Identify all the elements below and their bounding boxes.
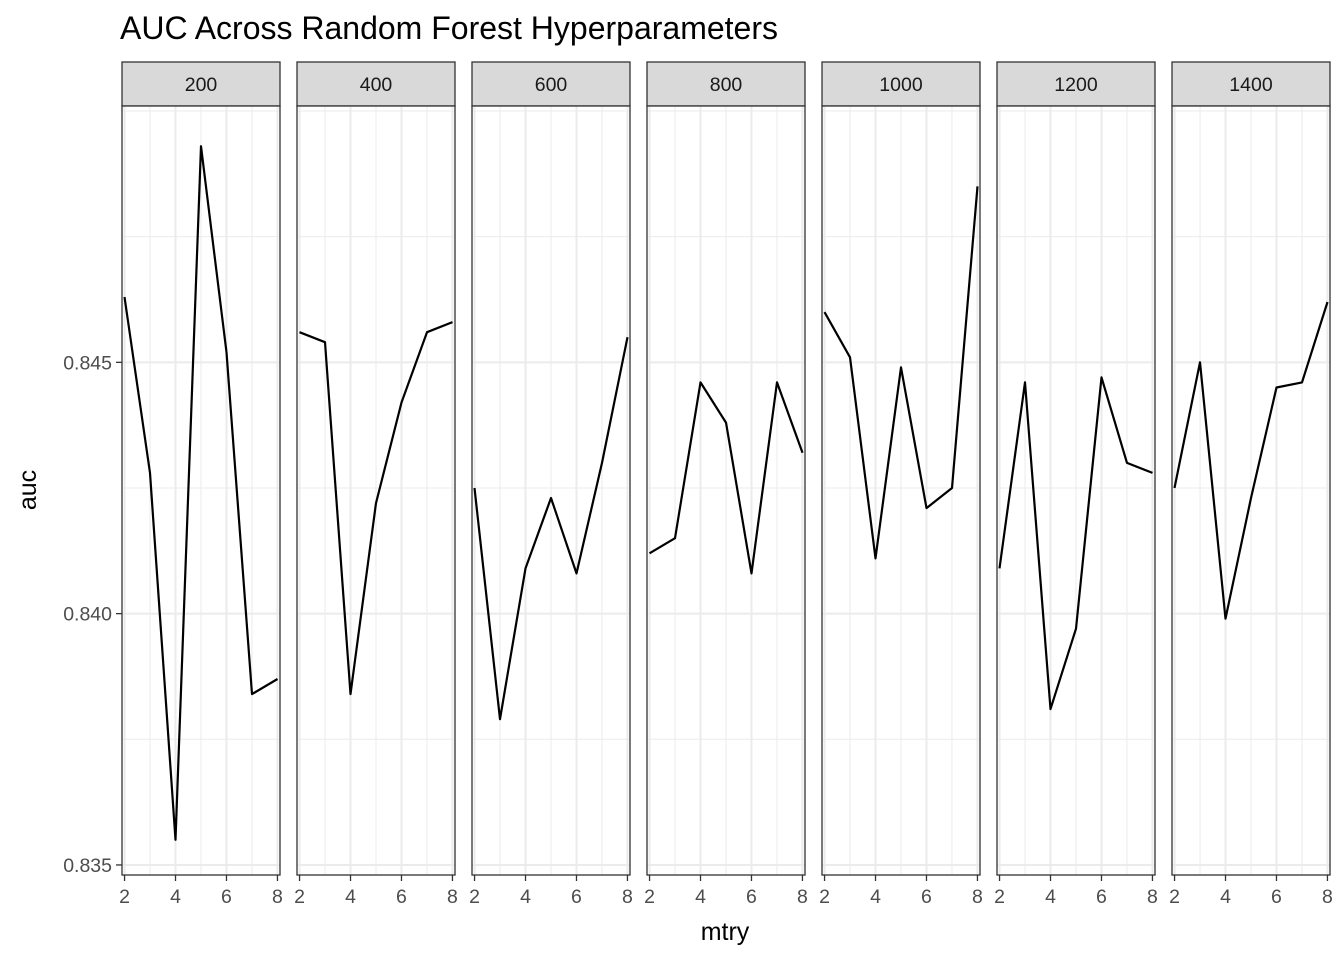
facet-strip bbox=[471, 61, 631, 107]
facet-strip bbox=[821, 61, 981, 107]
x-tick-label: 8 bbox=[1147, 886, 1158, 908]
facet-strip-label: 400 bbox=[360, 74, 393, 96]
chart-title: AUC Across Random Forest Hyperparameters bbox=[120, 10, 778, 46]
panel-border bbox=[996, 105, 1156, 876]
y-tick-label: 0.840 bbox=[63, 604, 112, 626]
x-tick-label: 2 bbox=[994, 886, 1005, 908]
x-tick-label: 6 bbox=[396, 886, 407, 908]
panel-border bbox=[296, 105, 456, 876]
panel-border bbox=[121, 105, 281, 876]
facet-strip-label: 800 bbox=[710, 74, 743, 96]
panel-border bbox=[471, 105, 631, 876]
series-line-200 bbox=[123, 145, 279, 841]
x-tick-label: 2 bbox=[294, 886, 305, 908]
series-line-800 bbox=[648, 381, 804, 575]
x-tick-label: 8 bbox=[1322, 886, 1333, 908]
facet-strip bbox=[296, 61, 456, 107]
x-tick-label: 6 bbox=[921, 886, 932, 908]
facet-panel-800: 800 2 4 6 8 bbox=[644, 61, 808, 908]
y-axis: 0.835 0.840 0.845 bbox=[63, 352, 122, 877]
x-tick-label: 2 bbox=[644, 886, 655, 908]
x-tick-label: 6 bbox=[221, 886, 232, 908]
facet-strip-label: 1200 bbox=[1054, 74, 1098, 96]
panel-border bbox=[821, 105, 981, 876]
facet-strip bbox=[646, 61, 806, 107]
x-tick-label: 4 bbox=[695, 886, 706, 908]
series-line-1000 bbox=[823, 186, 979, 560]
series-line-400 bbox=[299, 321, 453, 696]
x-tick-label: 6 bbox=[571, 886, 582, 908]
x-tick-label: 4 bbox=[345, 886, 356, 908]
facet-panel-1200: 1200 2 4 6 8 bbox=[994, 61, 1158, 908]
panel-border bbox=[1171, 105, 1331, 876]
facet-strip-label: 1000 bbox=[879, 74, 923, 96]
x-tick-label: 6 bbox=[746, 886, 757, 908]
facet-strip-label: 600 bbox=[535, 74, 568, 96]
x-tick-label: 6 bbox=[1271, 886, 1282, 908]
x-tick-label: 8 bbox=[272, 886, 283, 908]
x-tick-label: 4 bbox=[170, 886, 181, 908]
y-tick-label: 0.835 bbox=[63, 855, 112, 877]
series-line-1200 bbox=[998, 376, 1153, 711]
facet-panel-1000: 1000 2 4 6 8 bbox=[819, 61, 983, 908]
facet-strip bbox=[1171, 61, 1331, 107]
x-tick-label: 2 bbox=[1169, 886, 1180, 908]
x-tick-label: 6 bbox=[1096, 886, 1107, 908]
x-tick-label: 8 bbox=[622, 886, 633, 908]
facet-strip bbox=[996, 61, 1156, 107]
facet-panel-600: 600 2 4 6 8 bbox=[469, 61, 633, 908]
facet-strip-label: 1400 bbox=[1229, 74, 1273, 96]
y-axis-title: auc bbox=[14, 470, 42, 510]
facet-panel-1400: 1400 2 4 6 8 bbox=[1169, 61, 1333, 908]
y-tick-label: 0.845 bbox=[63, 352, 112, 374]
facet-strip-label: 200 bbox=[185, 74, 218, 96]
panel-border bbox=[646, 105, 806, 876]
x-tick-label: 2 bbox=[819, 886, 830, 908]
facet-panel-200: 200 2 4 6 8 bbox=[119, 61, 283, 908]
x-tick-label: 4 bbox=[520, 886, 531, 908]
x-tick-label: 8 bbox=[797, 886, 808, 908]
series-line-1400 bbox=[1173, 301, 1329, 620]
facet-panel-400: 400 2 4 6 8 bbox=[294, 61, 458, 908]
x-tick-label: 4 bbox=[870, 886, 881, 908]
x-tick-label: 2 bbox=[469, 886, 480, 908]
x-tick-label: 4 bbox=[1045, 886, 1056, 908]
series-line-600 bbox=[473, 336, 629, 721]
facet-strip bbox=[121, 61, 281, 107]
x-tick-label: 2 bbox=[119, 886, 130, 908]
x-tick-label: 8 bbox=[447, 886, 458, 908]
x-axis-title: mtry bbox=[701, 918, 750, 946]
x-tick-label: 4 bbox=[1220, 886, 1231, 908]
x-tick-label: 8 bbox=[972, 886, 983, 908]
